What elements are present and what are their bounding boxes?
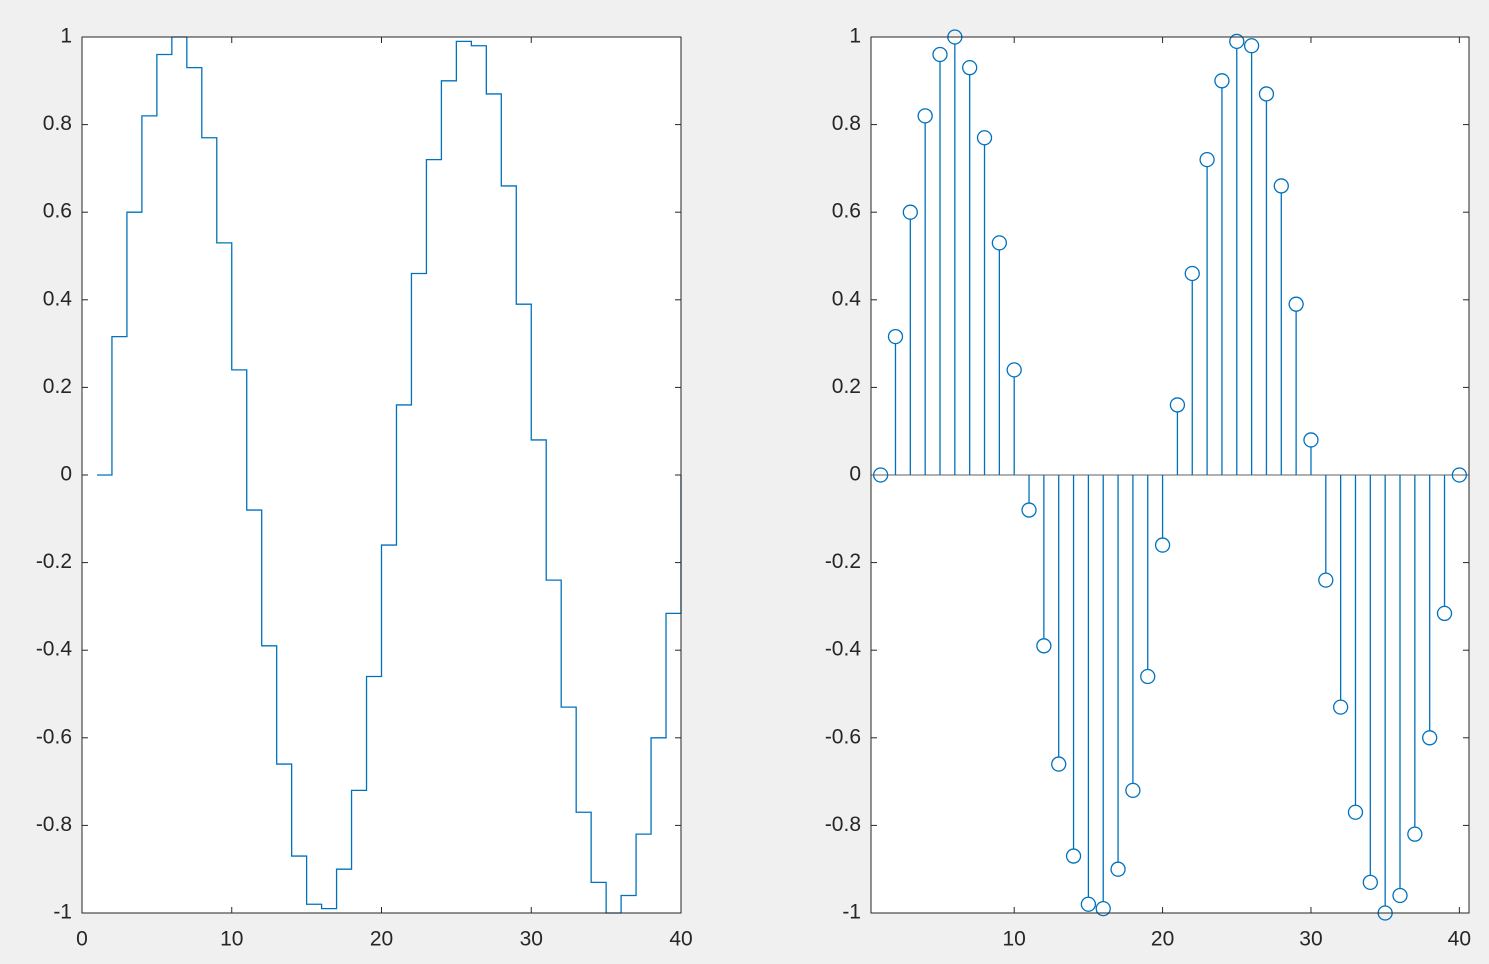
stem-marker [1065,848,1082,864]
stem-marker [1451,467,1468,483]
axes: -1-0.8-0.6-0.4-0.200.20.40.60.810 10 20 30 4… [36,25,693,951]
stem-marker [1184,265,1200,282]
stem-marker [872,467,889,483]
stem-marker [1214,73,1230,89]
stem-marker [1080,896,1097,912]
y-tick-label: -0.4 [825,638,862,661]
stem-marker [1362,874,1378,890]
axes-box [81,36,682,914]
stem-marker [1347,804,1364,820]
stem-marker [917,108,933,124]
y-tick-label: -0.8 [825,813,861,836]
stem-marker [1110,861,1126,877]
stem-marker [1036,638,1052,654]
x-tick-label: 10 [220,928,243,951]
plot-area [82,37,681,913]
y-tick-label: 0.6 [832,200,861,223]
y-tick-label: 0 [60,463,72,486]
stem-marker [902,204,918,220]
y-tick-label: 0.2 [832,375,861,398]
axes: -1 -0.8 -0.6 -0.4 -0.2 0 0.2 0.4 0.6 0.8 1 10 20 30 40 [825,25,1471,951]
x-tick-label: 40 [669,928,692,951]
y-tick-label: -0.2 [36,550,72,573]
stem-marker [1140,668,1156,685]
axes-box [870,36,1470,914]
stem-marker [1422,730,1438,746]
stem-marker [962,60,978,76]
x-tick-label: 30 [1299,928,1322,951]
y-tick-label: 0.6 [43,200,72,223]
x-tick-label: 20 [370,928,393,951]
stem-marker [1154,537,1171,553]
x-tick-label: 10 [1003,928,1026,951]
stem-marker [1243,38,1260,54]
y-tick-label: 0.8 [43,112,72,135]
y-tick-label: 0.2 [43,375,72,398]
x-tick-label: 20 [1151,928,1174,951]
stem-marker [932,46,948,63]
stem-marker [1051,756,1067,772]
y-tick-label: 0.8 [832,112,861,135]
stem-marker [1229,33,1245,50]
stem-marker [1169,397,1186,413]
stem-marker [1125,782,1141,799]
y-tick-label: -0.8 [36,813,72,836]
stem-marker [1318,572,1334,588]
x-tick-label: 40 [1448,928,1471,951]
y-tick-label: 0.4 [43,287,73,310]
stem-marker [1303,432,1319,448]
stem-marker [991,235,1008,251]
stem-marker [1332,699,1349,715]
y-tick-label: 1 [60,25,72,48]
stem-marker [1407,826,1423,842]
x-tick-label: 30 [520,928,543,951]
y-tick-label: -0.4 [36,638,73,661]
x-tick-label: 0 [76,928,88,951]
stem-marker [1392,887,1408,904]
y-tick-label: -1 [53,901,72,924]
y-tick-label: -0.2 [825,550,861,573]
stem-marker [1288,296,1304,312]
y-tick-label: 0.4 [832,287,862,310]
stem-marker [1199,151,1215,168]
stairs-line [96,36,682,914]
y-tick-label: 0 [849,463,861,486]
stem-marker [1006,362,1022,378]
stem-marker [1095,900,1111,917]
stem-marker [1021,502,1037,518]
y-tick-label: 1 [849,25,861,48]
y-tick-label: -0.6 [36,725,72,748]
stem-marker [1258,86,1275,102]
y-tick-label: -0.6 [825,725,861,748]
stem-marker [887,328,904,345]
stem-marker [1273,178,1289,194]
stem-marker [976,130,993,146]
stem-marker [1436,605,1453,622]
y-tick-label: -1 [842,901,861,924]
